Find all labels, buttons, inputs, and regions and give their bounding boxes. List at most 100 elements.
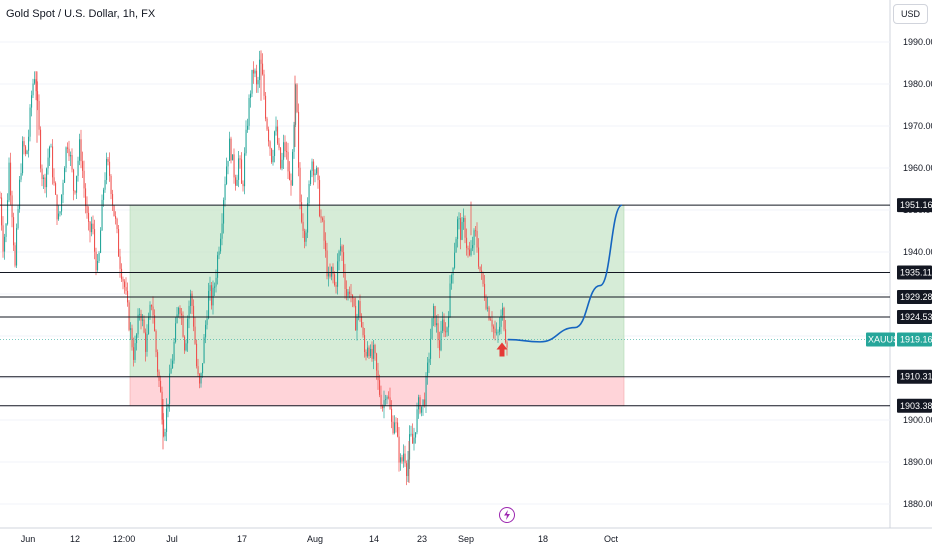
candle-body bbox=[476, 230, 478, 248]
candle-body bbox=[388, 396, 390, 398]
candle-body bbox=[458, 218, 460, 220]
candle-body bbox=[401, 457, 403, 462]
candles bbox=[0, 50, 508, 486]
candle-body bbox=[28, 136, 30, 151]
candle-body bbox=[334, 274, 336, 285]
candle-body bbox=[115, 216, 117, 219]
candle-body bbox=[287, 152, 289, 172]
price-tick-label: 1980.00 bbox=[903, 79, 932, 89]
level-price-label: 1903.38 bbox=[900, 401, 932, 411]
candle-body bbox=[184, 336, 186, 351]
candle-body bbox=[182, 315, 184, 337]
candle-body bbox=[131, 328, 133, 348]
candle-body bbox=[209, 285, 211, 291]
candle-body bbox=[293, 124, 295, 152]
candle-body bbox=[227, 160, 229, 167]
candle-body bbox=[178, 307, 180, 315]
candle-body bbox=[479, 266, 481, 271]
time-tick-label: 12:00 bbox=[113, 534, 136, 544]
candle-body bbox=[359, 301, 361, 317]
candle-body bbox=[391, 408, 393, 422]
candle-body bbox=[464, 217, 466, 238]
candle-body bbox=[116, 218, 118, 230]
candle-body bbox=[188, 305, 190, 319]
candle-body bbox=[17, 209, 19, 229]
level-price-tag bbox=[897, 309, 932, 324]
time-tick-label: Aug bbox=[307, 534, 323, 544]
candle-body bbox=[335, 284, 337, 287]
candle-body bbox=[316, 167, 318, 174]
candle-body bbox=[86, 205, 88, 213]
candle-body bbox=[262, 63, 264, 75]
candle-body bbox=[190, 293, 192, 306]
candle-body bbox=[403, 453, 405, 462]
projection-curve-path bbox=[507, 204, 623, 343]
candle-body bbox=[299, 167, 301, 203]
candle-body bbox=[253, 69, 255, 74]
candle-body bbox=[77, 160, 79, 176]
candle-body bbox=[305, 232, 307, 242]
lightning-bolt-icon[interactable] bbox=[499, 507, 515, 523]
candle-body bbox=[395, 422, 397, 424]
level-price-tag bbox=[897, 398, 932, 413]
candle-body bbox=[97, 260, 99, 271]
price-tick-label: 1890.00 bbox=[903, 457, 932, 467]
candle-body bbox=[352, 294, 354, 299]
candle-body bbox=[179, 307, 181, 314]
candle-body bbox=[215, 277, 217, 287]
candle-body bbox=[92, 223, 94, 230]
candle-body bbox=[170, 368, 172, 374]
candle-body bbox=[191, 293, 193, 306]
candle-body bbox=[467, 248, 469, 250]
candle-body bbox=[338, 251, 340, 262]
candle-body bbox=[107, 158, 109, 162]
stop-zone bbox=[129, 376, 625, 407]
candle-body bbox=[59, 211, 61, 214]
candle-body bbox=[206, 318, 208, 325]
candle-body bbox=[25, 146, 27, 154]
currency-button[interactable]: USD bbox=[893, 4, 928, 24]
candle-body bbox=[431, 318, 433, 339]
price-tick-label: 1940.00 bbox=[903, 247, 932, 257]
candle-body bbox=[371, 348, 373, 359]
candle-body bbox=[155, 331, 157, 353]
time-tick-label: Oct bbox=[604, 534, 619, 544]
candle-body bbox=[73, 169, 75, 191]
candle-body bbox=[5, 223, 7, 237]
candle-body bbox=[418, 397, 420, 410]
candle-body bbox=[284, 142, 286, 152]
candle-body bbox=[407, 459, 409, 477]
candle-body bbox=[202, 363, 204, 374]
candle-body bbox=[341, 246, 343, 253]
horizontal-lines[interactable] bbox=[0, 204, 890, 407]
candle-body bbox=[304, 230, 306, 242]
candle-body bbox=[193, 305, 195, 327]
candle-body bbox=[286, 151, 288, 153]
candle-body bbox=[205, 324, 207, 338]
candle-body bbox=[31, 95, 33, 108]
candle-body bbox=[424, 399, 426, 406]
candle-body bbox=[481, 270, 483, 273]
candle-body bbox=[446, 327, 448, 333]
candle-body bbox=[122, 279, 124, 282]
candle-body bbox=[382, 406, 384, 409]
candle-body bbox=[463, 217, 465, 222]
candle-body bbox=[185, 343, 187, 351]
candle-body bbox=[367, 347, 369, 357]
candle-body bbox=[350, 293, 352, 295]
price-axis[interactable]: 1880.001890.001900.001910.001920.001930.… bbox=[866, 37, 932, 509]
candle-body bbox=[340, 246, 342, 252]
candle-body bbox=[478, 247, 480, 267]
candle-body bbox=[437, 323, 439, 341]
candle-body bbox=[313, 161, 315, 176]
candle-body bbox=[317, 167, 319, 181]
candle-body bbox=[230, 138, 232, 161]
candle-body bbox=[361, 316, 363, 328]
candle-body bbox=[349, 291, 351, 294]
candle-body bbox=[428, 358, 430, 363]
candle-body bbox=[448, 317, 450, 328]
time-axis[interactable]: Jun 12 12:00 Jul 17 Aug 14 23 Sep 18 Oct bbox=[21, 534, 619, 544]
candle-body bbox=[254, 70, 256, 74]
candle-body bbox=[353, 298, 355, 307]
